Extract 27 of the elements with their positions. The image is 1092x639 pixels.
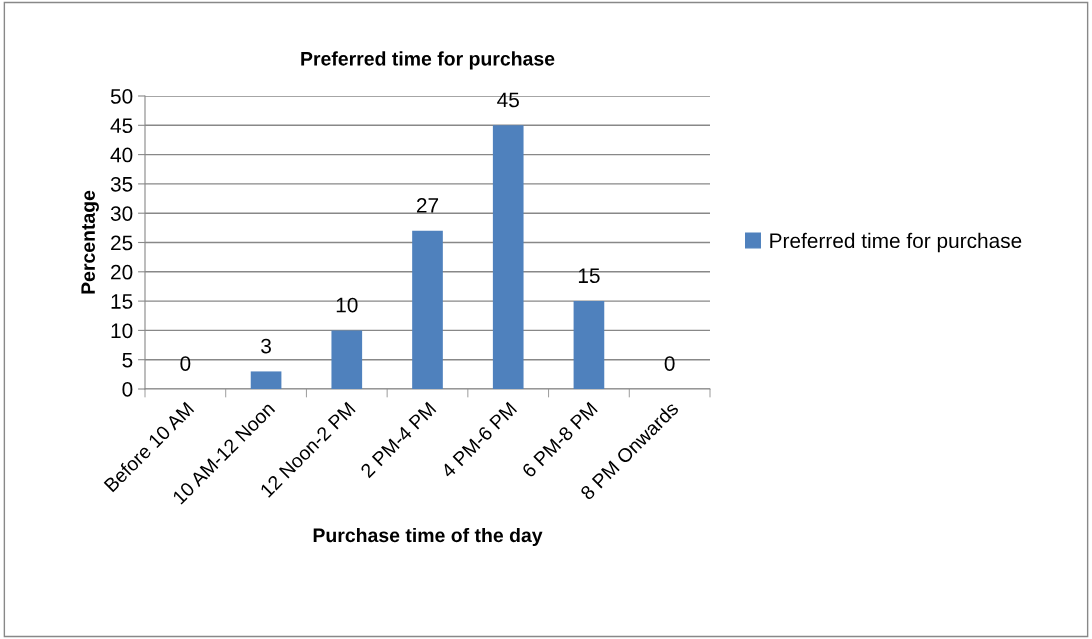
y-tick-label: 5 (122, 352, 133, 368)
y-tick-label: 50 (110, 89, 133, 104)
data-label: 0 (180, 356, 191, 371)
bar (573, 301, 605, 389)
data-label: 27 (416, 198, 439, 213)
data-label: 10 (336, 297, 358, 313)
y-axis-title: Percentage (81, 190, 99, 294)
y-tick-label: 20 (111, 264, 133, 280)
y-tick-label: 15 (111, 294, 133, 309)
x-axis-title: Purchase time of the day (313, 527, 543, 547)
bar (250, 371, 282, 389)
data-label: 0 (664, 356, 675, 371)
y-tick-label: 25 (111, 235, 133, 251)
data-label: 3 (261, 338, 271, 354)
bar (492, 125, 524, 389)
data-label: 15 (578, 268, 600, 284)
y-tick-label: 0 (122, 382, 133, 397)
y-tick-label: 45 (110, 118, 133, 134)
y-tick-label: 30 (110, 206, 133, 221)
bar (412, 230, 443, 389)
data-label: 45 (497, 92, 519, 108)
y-tick-label: 10 (111, 323, 133, 339)
y-tick-label: 40 (110, 147, 133, 163)
bar (331, 330, 363, 389)
chart-title: Preferred time for purchase (301, 51, 555, 70)
y-tick-label: 35 (110, 176, 133, 192)
legend-label: Preferred time for purchase (770, 232, 1022, 253)
